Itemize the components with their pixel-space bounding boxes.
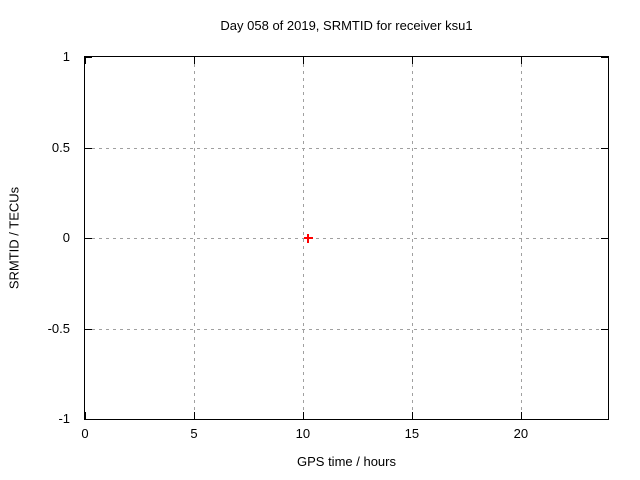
y-tick-label: 0.5	[51, 139, 70, 155]
tick-mark	[601, 147, 608, 149]
tick-mark	[85, 147, 92, 149]
y-tick-label: -1	[58, 411, 70, 426]
tick-mark	[85, 238, 92, 239]
tick-mark	[302, 412, 304, 419]
tick-mark	[85, 57, 92, 58]
x-tick-label: 0	[81, 426, 89, 441]
tick-mark	[85, 412, 86, 419]
x-tick-label: 10	[295, 426, 311, 441]
tick-mark	[193, 412, 195, 419]
y-tick-label: 0	[62, 230, 70, 245]
tick-mark	[411, 57, 413, 64]
tick-mark	[601, 328, 608, 330]
tick-mark	[601, 419, 608, 420]
tick-mark	[411, 412, 413, 419]
x-axis-label: GPS time / hours	[297, 454, 396, 469]
tick-mark	[193, 57, 195, 64]
tick-mark	[85, 419, 92, 420]
y-tick-label: -0.5	[47, 320, 70, 336]
tick-mark	[302, 57, 304, 64]
y-axis-label: SRMTID / TECUs	[6, 186, 22, 290]
chart-title: Day 058 of 2019, SRMTID for receiver ksu…	[220, 18, 473, 33]
tick-mark	[601, 57, 608, 58]
tick-mark	[520, 412, 522, 419]
x-tick-label: 5	[190, 426, 198, 441]
tick-mark	[520, 57, 522, 64]
y-tick-label: 1	[62, 49, 70, 64]
gridline	[85, 147, 608, 149]
gridline	[85, 238, 608, 239]
x-tick-label: 20	[513, 426, 529, 441]
gridline	[85, 328, 608, 330]
x-tick-label: 15	[404, 426, 420, 441]
tick-mark	[601, 238, 608, 239]
plot-area: 0 5 10 15 20 -1 -0.5 0 0.5 1	[48, 49, 609, 441]
tick-mark	[85, 328, 92, 330]
tick-mark	[85, 57, 86, 64]
marker-arm	[307, 234, 310, 243]
